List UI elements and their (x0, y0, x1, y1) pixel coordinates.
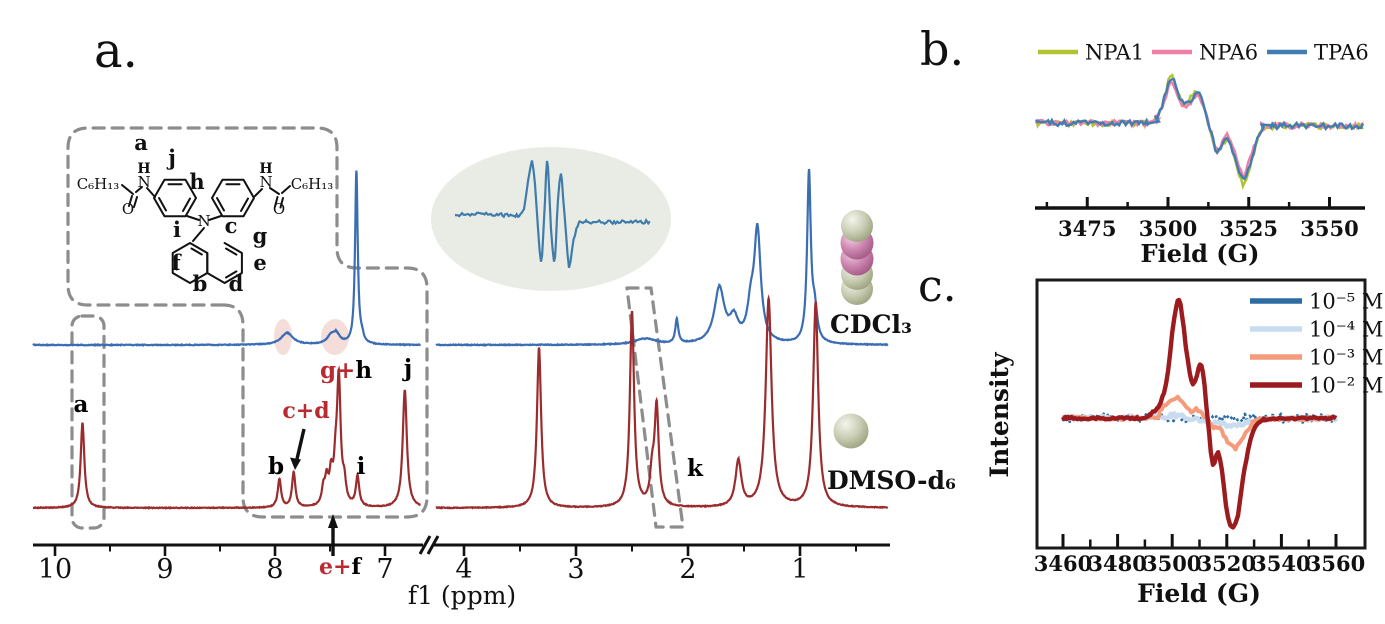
atom-label-N: N (197, 212, 210, 230)
atom-label-C₆H₁₃: C₆H₁₃ (77, 175, 120, 193)
peak-label-j: j (402, 355, 412, 382)
cd-arrow (290, 428, 306, 470)
cdcl3-label: CDCl₃ (830, 310, 912, 339)
field-tick-label: 3500 (1139, 216, 1197, 241)
field-tick-label: 3560 (1307, 551, 1365, 576)
ppm-tick-label: 8 (266, 554, 283, 585)
atom-label-N: N (137, 173, 150, 191)
ppm-tick-label: 7 (376, 554, 393, 585)
field-tick-label: 3525 (1220, 216, 1278, 241)
peak-label-b: b (268, 453, 284, 480)
panel-c-traces (1060, 297, 1339, 530)
atom-label-h: h (189, 169, 204, 194)
atom-label-O: O (273, 200, 285, 218)
atom-label-j: j (166, 145, 176, 170)
nh-peak-dashed-box (70, 314, 106, 530)
ppm-tick-label: 3 (567, 554, 584, 585)
panel-c-plot-box (1035, 278, 1367, 550)
atom-label-O: O (122, 200, 134, 218)
field-tick-label: 3460 (1034, 551, 1092, 576)
peak-label-g+h: g+h (320, 357, 372, 384)
atom-label-f: f (171, 250, 182, 275)
atom-label-b: b (193, 271, 208, 296)
atom-label-H: H (259, 161, 272, 177)
cdcl3-trace-right (435, 168, 889, 347)
epr-conc-trace-10⁻² M (1061, 297, 1338, 530)
peak-label-e+f: e+f (319, 554, 362, 580)
panel-b-ticks: 3475 3500 3525 3550 (1045, 197, 1359, 241)
panel-b-legend: NPA1 NPA6 TPA6 (1038, 41, 1369, 65)
cdcl3-trace-left (32, 170, 421, 347)
field-tick-label: 3475 (1058, 216, 1116, 241)
atom-label-C₆H₁₃: C₆H₁₃ (291, 175, 334, 193)
epr-inset-line (454, 160, 651, 269)
legend-label-NPA6: NPA6 (1199, 41, 1258, 65)
ppm-axis-title: f1 (ppm) (408, 581, 516, 610)
legend-label-10⁻³ M: 10⁻³ M (1309, 346, 1383, 370)
atom-label-a: a (134, 130, 148, 155)
k-region-dashed-box (625, 286, 685, 529)
panel-b-traces (1034, 73, 1365, 191)
legend-label-NPA1: NPA1 (1085, 41, 1144, 65)
peak-label-i: i (357, 453, 366, 480)
panel-c-letter: c. (918, 261, 957, 312)
peak-annotations: a b c+d g+h i j k e+f (74, 355, 704, 580)
field-tick-label: 3540 (1252, 551, 1310, 576)
sphere-stack (840, 210, 874, 305)
dmso-trace-left (32, 365, 421, 510)
legend-label-TPA6: TPA6 (1314, 41, 1369, 65)
atom-label-i: i (173, 217, 181, 242)
ppm-tick-label: 1 (791, 554, 808, 585)
atom-label-e: e (253, 250, 266, 275)
nmr-traces (32, 168, 889, 510)
legend-label-10⁻⁵ M: 10⁻⁵ M (1309, 290, 1383, 314)
dmso-label: DMSO-d₆ (827, 466, 956, 495)
panel-c-legend: 10⁻⁵ M 10⁻⁴ M 10⁻³ M 10⁻² M (1250, 290, 1383, 398)
axis-break-slashes (418, 535, 440, 555)
ppm-tick-label: 10 (38, 554, 72, 585)
legend-label-10⁻² M: 10⁻² M (1309, 374, 1383, 398)
atom-label-c: c (225, 213, 238, 238)
atom-label-d: d (229, 271, 244, 296)
atom-label-g: g (253, 223, 268, 248)
legend-label-10⁻⁴ M: 10⁻⁴ M (1309, 318, 1383, 342)
single-sphere (833, 413, 869, 449)
dmso-trace-right (435, 294, 889, 510)
ef-arrow (328, 514, 338, 556)
epr-inset-trace (454, 160, 651, 269)
peak-label-a: a (74, 391, 89, 418)
panel-b: b. NPA1 NPA6 TPA6 3475 3500 3525 3550 Field (… (920, 22, 1369, 268)
ppm-tick-label: 2 (679, 554, 696, 585)
atom-label-H: H (137, 161, 150, 177)
ppm-tick-label: 4 (455, 554, 472, 585)
nh-highlight-oval-2 (321, 319, 349, 355)
field-tick-label: 3500 (1143, 551, 1201, 576)
panel-b-axis-title: Field (G) (1141, 239, 1260, 268)
panel-c-ylabel: Intensity (985, 351, 1014, 478)
ppm-tick-label: 9 (156, 554, 173, 585)
panel-a-letter: a. (94, 23, 138, 79)
ppm-axis-ticks: 10 9 8 7 4 3 2 1 (38, 545, 857, 585)
field-tick-label: 3520 (1198, 551, 1256, 576)
panel-c-axis-title: Field (G) (1137, 579, 1261, 608)
peak-label-c+d: c+d (282, 398, 329, 424)
axis-break-gap (423, 540, 434, 550)
field-tick-label: 3550 (1300, 216, 1358, 241)
peak-label-k: k (687, 455, 704, 482)
field-tick-label: 3480 (1088, 551, 1146, 576)
epr-trace-TPA6 (1035, 77, 1365, 181)
atom-label-N: N (259, 173, 272, 191)
panel-b-letter: b. (920, 22, 964, 76)
